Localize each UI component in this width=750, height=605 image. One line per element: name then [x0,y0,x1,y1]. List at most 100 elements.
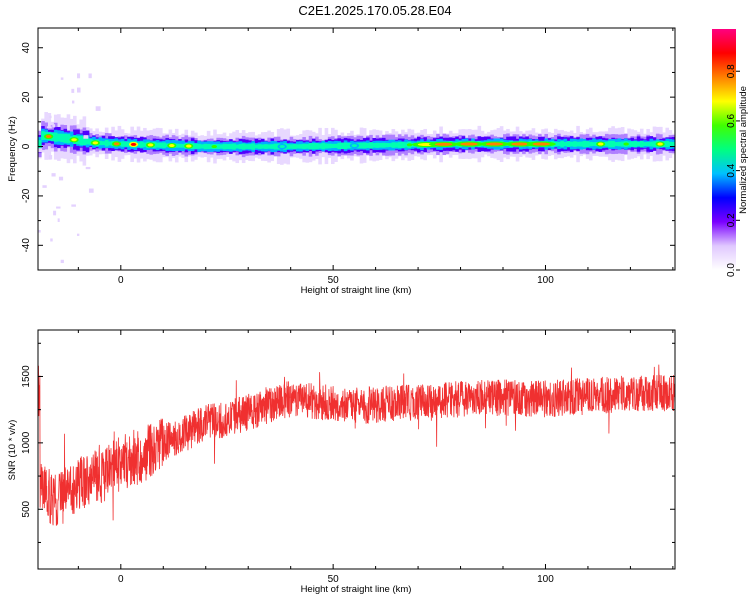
spectrogram-speck [53,210,57,216]
spectrogram-speck [95,106,101,111]
spectrogram-speck [57,218,60,222]
spectrogram-cell [159,142,163,148]
spectrogram-peak-core [279,145,285,149]
spectrogram-cell [235,144,240,149]
spectrogram-speck [52,124,56,128]
snr-ylabel: SNR (10 * v/v) [7,420,18,481]
spectrogram-cell [639,140,644,148]
y-tick-label: 500 [21,500,32,517]
spectrogram-speck [71,100,75,104]
y-tick-label: -40 [21,238,32,253]
spectrogram-cell [38,140,42,149]
y-tick-label: 1500 [21,365,32,388]
spectrogram-cell [340,142,345,150]
spectrogram-cell [155,142,160,148]
y-tick-label: 1000 [21,431,32,454]
spectrogram-cell [53,132,58,142]
spectrogram-cell [636,141,641,147]
spectrogram-cell [299,144,303,149]
spectrogram-cell [174,143,179,148]
spectrogram-cell [292,143,297,150]
spectrogram-cell [321,142,326,150]
spectrogram-cell [315,143,319,150]
spectrogram-cell [318,143,322,149]
spectrogram-cell [582,140,587,148]
spectrogram-cell [241,143,246,150]
spectrogram-peak-core [597,142,604,146]
x-tick-label: 0 [118,275,124,286]
x-tick-label: 100 [537,275,554,286]
spectrogram-cell [41,131,45,140]
spectrogram-cell [270,144,275,149]
spectrogram-cell [362,142,367,149]
spectrogram-speck [38,229,41,233]
spectrogram-speck [56,206,61,209]
spectrogram-peak-core [147,143,154,147]
spectrogram-cell [120,141,125,147]
spectrogram-cell [206,143,211,150]
spectrogram-cell [614,142,619,147]
spectrogram-cell [378,142,383,148]
spectrogram-cell [397,141,402,148]
spectrogram-cell [563,141,568,147]
spectrogram-frame [37,27,676,271]
spectrogram-cell [194,143,198,149]
spectrogram-cell [630,141,634,147]
colorbar-ticks: 0.0 0.2 0.4 0.6 0.8 [726,64,740,277]
spectrogram-cell [289,144,294,149]
spectrogram-cell [649,141,654,147]
spectrogram-cell [604,141,609,147]
spectrogram-cell [104,140,109,147]
spectrogram-cell [260,144,265,149]
spectrogram-cell [375,142,380,148]
spectrogram-peak-core [130,142,137,146]
spectrogram-peak-core [511,142,529,146]
spectrogram-speck [88,188,94,193]
spectrogram-cell [359,142,364,149]
spectrogram-cell [576,141,580,147]
spectrogram-cell [327,143,332,149]
spectrogram-cell [391,142,396,148]
spectrogram-xlabel: Height of straight line (km) [301,285,412,296]
spectrogram-cell [181,143,185,148]
spectrogram-cell [60,133,64,143]
spectrogram-speck [60,77,64,80]
spectrogram-cell [671,142,676,147]
spectrogram-cell [305,143,310,149]
spectrogram-cell [311,143,316,150]
spectrogram-cell [88,139,93,145]
spectrogram-cell [611,140,615,148]
spectrogram-cell [248,143,252,150]
spectrogram-cell [66,134,71,144]
spectrogram-peak-core [434,142,453,146]
spectrogram-cell [302,143,306,149]
spectrogram-cell [98,140,103,146]
x-tick-label: 50 [328,275,340,286]
spectrogram-cell [229,143,233,150]
spectrogram-peak-core [169,144,175,148]
spectrogram-cell [665,141,670,148]
spectrogram-speck [50,238,53,242]
spectrogram-cell [324,143,329,149]
spectrogram-cell [197,143,201,149]
spectrogram-cell [124,141,128,147]
spectrogram-cell [273,143,278,150]
colorbar-gradient [712,29,736,270]
colorbar-tick-label: 0.4 [726,163,737,177]
spectrogram-speck [51,173,56,177]
spectrogram-cell [573,141,577,147]
spectrogram-cell [178,143,182,148]
spectrogram-cell [162,142,166,149]
spectrogram-cell [608,140,612,148]
spectrogram-speck [46,126,52,129]
spectrogram-speck [77,73,81,79]
spectrogram-speck [85,166,91,170]
spectrogram-peak-core [532,142,551,146]
spectrogram-cell [139,141,144,148]
snr-series-line [38,364,675,526]
spectrogram-peak-core [485,142,504,146]
y-tick-label: 20 [21,91,32,103]
colorbar: 0.0 0.2 0.4 0.6 0.8 Normalized spectral ampl… [712,29,749,277]
